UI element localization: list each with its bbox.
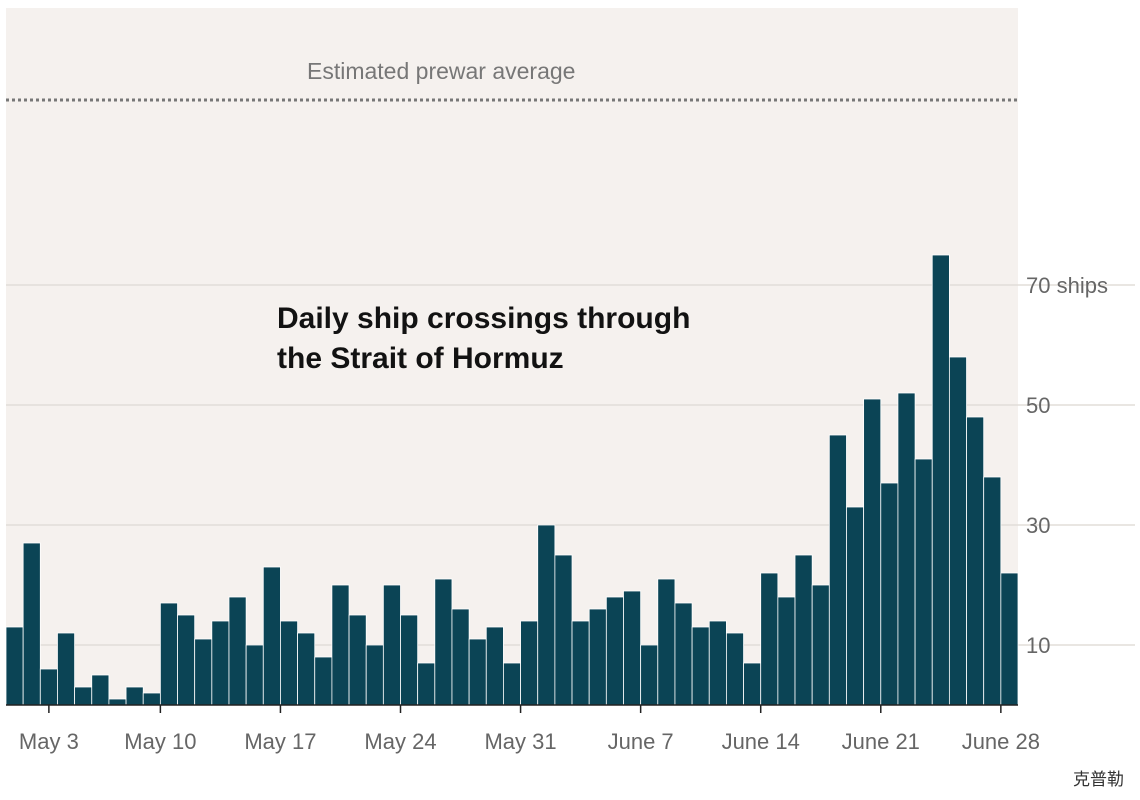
bar — [125, 686, 144, 706]
bar — [177, 614, 196, 706]
bar — [554, 554, 573, 706]
bar — [537, 524, 556, 706]
bar — [382, 584, 401, 706]
bar — [417, 662, 436, 706]
x-axis-ticks: May 3 May 10 May 17 May 24 May 31 June 7 June … — [19, 705, 1040, 754]
bar — [314, 656, 333, 706]
bar — [777, 596, 796, 706]
bar — [365, 644, 384, 706]
bar — [400, 614, 419, 706]
bar — [159, 602, 178, 706]
bar — [726, 632, 744, 706]
chart-title-line-2: the Strait of Hormuz — [277, 342, 564, 375]
bar — [74, 686, 93, 706]
bar — [451, 608, 470, 706]
bar — [142, 692, 161, 706]
bar — [794, 554, 813, 706]
x-tick-label: May 31 — [484, 729, 556, 754]
y-tick-label: 50 — [1026, 393, 1050, 418]
bar — [22, 542, 41, 706]
bar — [914, 458, 933, 706]
x-tick-label: June 7 — [608, 729, 674, 754]
bar — [640, 644, 659, 706]
bar — [108, 698, 127, 706]
y-tick-label: 10 — [1026, 633, 1050, 658]
bar — [623, 590, 642, 706]
bar — [485, 626, 504, 706]
bar — [811, 584, 830, 706]
bar — [348, 614, 367, 706]
x-tick-label: June 28 — [962, 729, 1040, 754]
bar — [708, 620, 727, 706]
bar — [931, 254, 950, 706]
bar — [571, 620, 590, 706]
bar — [605, 596, 624, 706]
bar — [228, 596, 247, 706]
x-tick-label: June 14 — [722, 729, 800, 754]
bar — [863, 398, 882, 706]
x-tick-label: May 3 — [19, 729, 79, 754]
y-axis-tick-labels: 10 30 50 70 ships — [1026, 273, 1108, 658]
bar — [1000, 572, 1019, 706]
bar — [674, 602, 693, 706]
bar — [57, 632, 76, 706]
bar — [743, 662, 762, 706]
bar — [503, 662, 521, 706]
bar — [280, 620, 298, 706]
y-tick-label: 30 — [1026, 513, 1050, 538]
bar — [468, 638, 487, 706]
x-tick-label: June 21 — [842, 729, 920, 754]
bar — [846, 506, 865, 706]
x-tick-label: May 24 — [364, 729, 436, 754]
bar — [897, 392, 916, 706]
bar — [880, 482, 899, 706]
bar — [588, 608, 607, 706]
prewar-average-label: Estimated prewar average — [307, 58, 575, 84]
bar — [211, 620, 230, 706]
bar — [983, 476, 1002, 706]
x-tick-label: May 10 — [124, 729, 196, 754]
bars — [5, 254, 1019, 706]
x-tick-label: May 17 — [244, 729, 316, 754]
chart-title-line-1: Daily ship crossings through — [277, 302, 690, 335]
bar — [39, 668, 58, 706]
bar — [657, 578, 676, 706]
bar — [245, 644, 264, 706]
bar — [520, 620, 539, 706]
bar — [828, 434, 847, 706]
bar — [434, 578, 453, 706]
bar — [297, 632, 316, 706]
bar — [691, 626, 710, 706]
bar — [5, 626, 24, 706]
bar — [760, 572, 779, 706]
bar — [948, 356, 967, 706]
bar — [331, 584, 350, 706]
bar — [966, 416, 985, 706]
y-tick-label: 70 ships — [1026, 273, 1108, 298]
bar — [262, 566, 281, 706]
bar — [194, 638, 213, 706]
source-credit: 克普勒 — [1073, 770, 1124, 790]
bar — [91, 674, 110, 706]
